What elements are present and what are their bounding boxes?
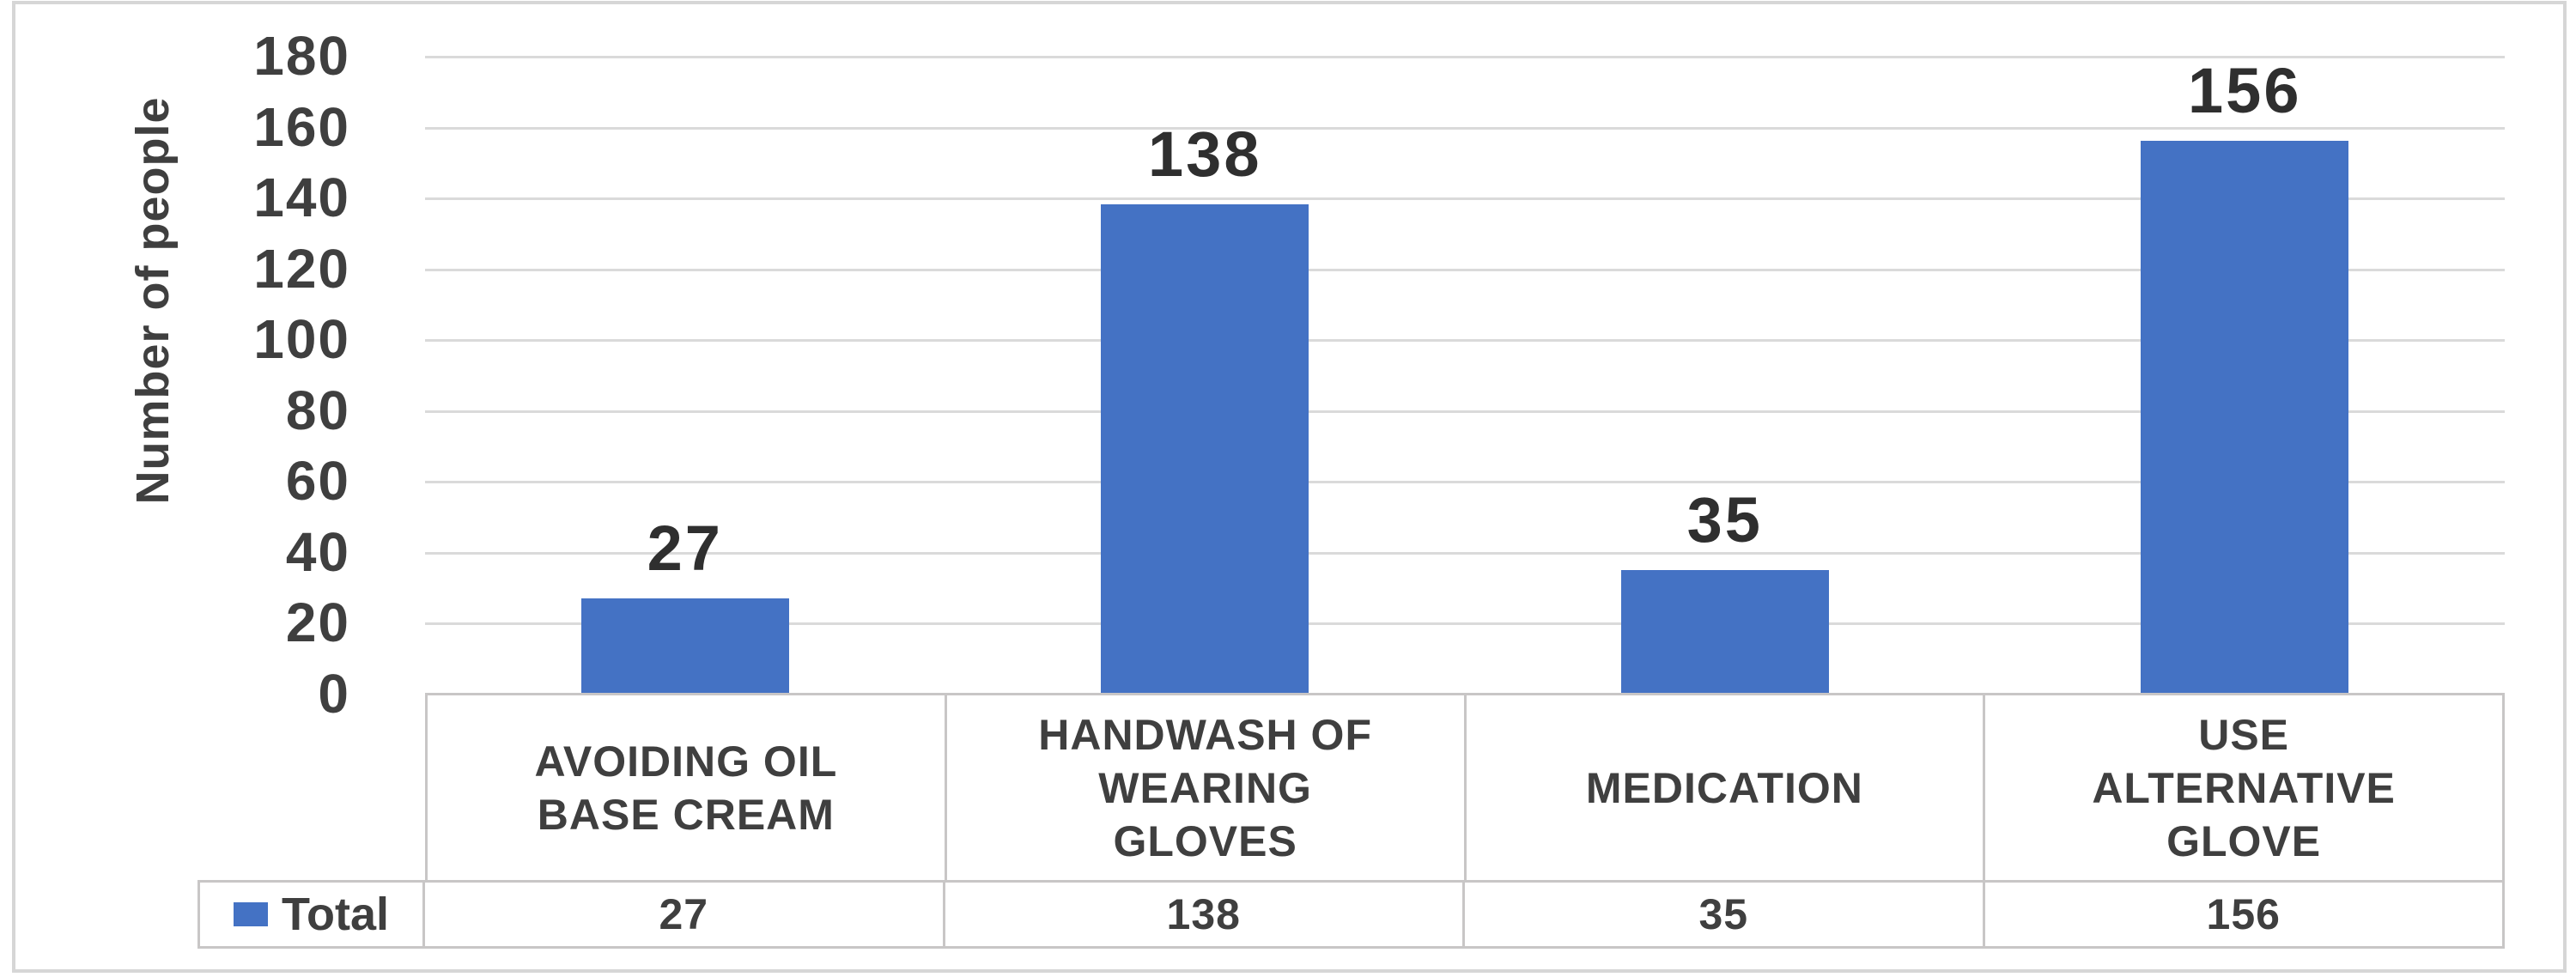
category-label: MEDICATION: [1585, 763, 1863, 812]
category-cell: USE ALTERNATIVE GLOVE: [1985, 695, 2502, 880]
y-axis-tick-label: 140: [253, 167, 350, 229]
data-table-category-header-row: AVOIDING OIL BASE CREAM HANDWASH OF WEARI…: [425, 693, 2505, 880]
legend-series-label: Total: [282, 889, 389, 940]
category-label: AVOIDING OIL BASE CREAM: [534, 737, 838, 839]
gridline: [425, 339, 2505, 343]
y-axis-tick-label: 0: [318, 663, 350, 725]
value-cell: 27: [425, 883, 945, 946]
y-axis-tick-label: 60: [285, 450, 350, 513]
y-axis-tick-label: 120: [253, 237, 350, 300]
bar: [1101, 204, 1309, 694]
gridline: [425, 268, 2505, 271]
bar-data-label: 27: [647, 512, 723, 584]
gridline: [425, 56, 2505, 58]
y-axis-tick-label: 80: [285, 379, 350, 441]
gridline: [425, 622, 2505, 626]
category-cell: MEDICATION: [1467, 695, 1986, 880]
value-cell: 35: [1465, 883, 1985, 946]
chart-outer-border: [12, 1, 2567, 973]
y-axis-tick-label: 100: [253, 308, 350, 371]
legend-color-swatch: [234, 902, 268, 926]
gridline: [425, 481, 2505, 484]
gridline: [425, 551, 2505, 555]
y-axis-tick-label: 40: [285, 520, 350, 583]
legend-cell: Total: [200, 883, 425, 946]
category-label: HANDWASH OF WEARING GLOVES: [1038, 710, 1372, 865]
gridline: [425, 197, 2505, 201]
y-axis-tick-label: 180: [253, 25, 350, 87]
y-axis-tick-label: 160: [253, 95, 350, 158]
bar: [2141, 141, 2349, 694]
bar-data-label: 138: [1148, 118, 1262, 191]
gridline: [425, 126, 2505, 130]
gridline: [425, 410, 2505, 413]
bar: [1620, 569, 1829, 694]
category-cell: HANDWASH OF WEARING GLOVES: [947, 695, 1467, 880]
bar-data-label: 35: [1686, 483, 1763, 555]
y-axis-tick-label: 20: [285, 592, 350, 654]
category-cell: AVOIDING OIL BASE CREAM: [428, 695, 947, 880]
category-label: USE ALTERNATIVE GLOVE: [2092, 710, 2396, 865]
bar: [580, 598, 789, 694]
bar-data-label: 156: [2188, 55, 2302, 127]
value-cell: 138: [945, 883, 1465, 946]
data-table-value-row: Total 27 138 35 156: [197, 880, 2505, 949]
value-cell: 156: [2206, 890, 2281, 938]
